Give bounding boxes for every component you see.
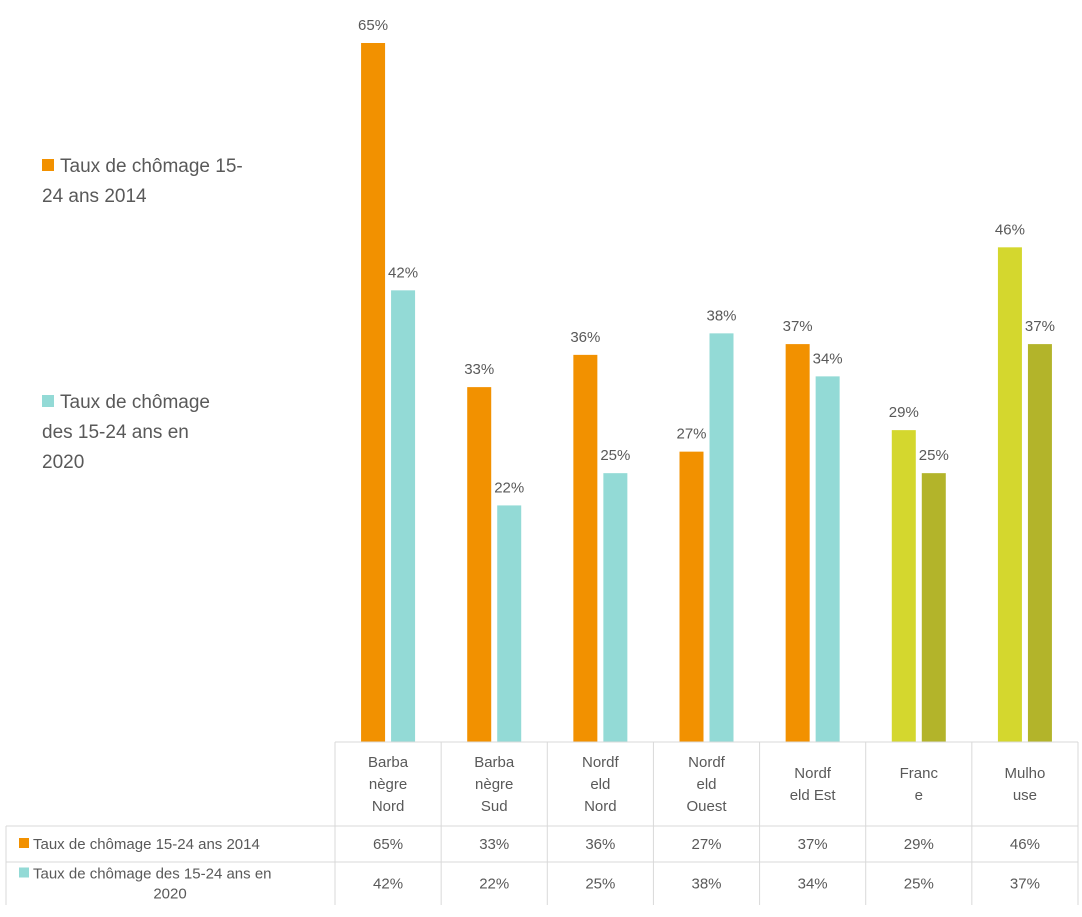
category-label-4-1: eld Est (790, 787, 837, 804)
data-label-s1-3: 27% (676, 426, 706, 443)
data-label-s2-6: 37% (1025, 318, 1055, 335)
category-label-0-2: Nord (372, 798, 405, 815)
legend-label-2020-line2: des 15-24 ans en (42, 422, 189, 443)
category-label-2-2: Nord (584, 798, 617, 815)
category-label-2-1: eld (590, 776, 610, 793)
data-label-s1-6: 46% (995, 221, 1025, 238)
bar-s1-0 (361, 43, 386, 742)
category-label-4-0: Nordf (794, 765, 832, 782)
table-swatch-0 (19, 838, 29, 848)
table-cell-s1-3: 27% (691, 836, 721, 853)
data-label-s1-2: 36% (570, 329, 600, 346)
table-row-label-1-1: 2020 (153, 886, 186, 903)
category-label-3-2: Ouest (686, 798, 727, 815)
legend-label-2020-line1: Taux de chômage (60, 392, 210, 413)
data-label-s2-2: 25% (600, 447, 630, 464)
table-row-label-1-0: Taux de chômage des 15-24 ans en (33, 866, 272, 883)
bar-s2-6 (1027, 344, 1052, 742)
category-label-3-1: eld (696, 776, 716, 793)
legend-item-2014: Taux de chômage 15- 24 ans 2014 (42, 152, 292, 212)
category-label-6-0: Mulho (1004, 765, 1045, 782)
bar-s1-1 (467, 387, 492, 742)
table-cell-s2-0: 42% (373, 876, 403, 893)
bar-s2-4 (815, 376, 840, 742)
data-label-s2-0: 42% (388, 264, 418, 281)
data-label-s2-4: 34% (813, 350, 843, 367)
legend-label-2014-line2: 24 ans 2014 (42, 186, 147, 207)
legend-swatch-2014 (42, 159, 54, 171)
data-label-s1-5: 29% (889, 404, 919, 421)
data-label-s2-3: 38% (706, 307, 736, 324)
data-label-s2-5: 25% (919, 447, 949, 464)
bar-s2-5 (921, 473, 946, 742)
category-label-2-0: Nordf (582, 754, 620, 771)
data-label-s1-0: 65% (358, 17, 388, 34)
bar-s1-3 (679, 451, 704, 742)
table-row-label-0-0: Taux de chômage 15-24 ans 2014 (33, 836, 260, 853)
table-cell-s2-1: 22% (479, 876, 509, 893)
bar-s1-6 (997, 247, 1022, 743)
data-label-s1-1: 33% (464, 361, 494, 378)
bar-s2-3 (709, 333, 734, 742)
table-cell-s1-6: 46% (1010, 836, 1040, 853)
bar-s1-4 (785, 344, 810, 742)
bar-s2-1 (497, 505, 522, 742)
data-label-s1-4: 37% (783, 318, 813, 335)
bar-s2-0 (391, 290, 416, 742)
legend-label-2014-line1: Taux de chômage 15- (60, 156, 243, 177)
table-cell-s1-5: 29% (904, 836, 934, 853)
category-label-1-2: Sud (481, 798, 508, 815)
category-label-1-1: nègre (475, 776, 513, 793)
category-label-5-1: e (915, 787, 923, 804)
table-cell-s1-1: 33% (479, 836, 509, 853)
bar-s1-5 (891, 430, 916, 742)
table-cell-s2-6: 37% (1010, 876, 1040, 893)
table-cell-s1-2: 36% (585, 836, 615, 853)
legend-label-2020-line3: 2020 (42, 452, 85, 473)
category-label-3-0: Nordf (688, 754, 726, 771)
table-cell-s1-0: 65% (373, 836, 403, 853)
table-cell-s2-4: 34% (798, 876, 828, 893)
category-label-6-1: use (1013, 787, 1037, 804)
category-label-0-0: Barba (368, 754, 409, 771)
table-swatch-1 (19, 867, 29, 878)
category-label-0-1: nègre (369, 776, 407, 793)
data-label-s2-1: 22% (494, 479, 524, 496)
legend-swatch-2020 (42, 395, 54, 407)
table-cell-s2-3: 38% (691, 876, 721, 893)
legend-item-2020: Taux de chômage des 15-24 ans en 2020 (42, 388, 252, 478)
category-label-1-0: Barba (474, 754, 515, 771)
table-cell-s2-2: 25% (585, 876, 615, 893)
bar-s2-2 (603, 473, 628, 742)
category-label-5-0: Franc (900, 765, 939, 782)
table-cell-s2-5: 25% (904, 876, 934, 893)
table-cell-s1-4: 37% (798, 836, 828, 853)
bar-s1-2 (573, 354, 598, 742)
